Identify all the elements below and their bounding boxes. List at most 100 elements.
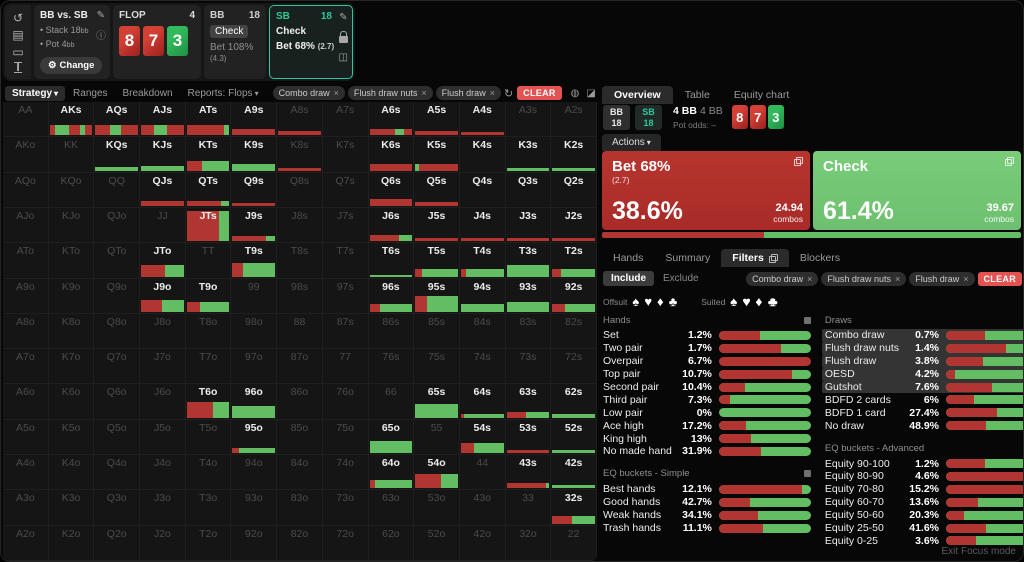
hand-cell-82s[interactable]: 82s (551, 313, 597, 350)
section-options-icon[interactable] (803, 316, 811, 324)
hand-cell-85s[interactable]: 85s (414, 313, 460, 350)
stat-row-flush-draw-nuts[interactable]: Flush draw nuts 1.4% (821, 341, 1023, 355)
stat-row-top-pair[interactable]: Top pair 10.7% (603, 368, 811, 381)
hand-cell-84o[interactable]: 84o (277, 455, 323, 491)
hand-cell-Q8o[interactable]: Q8o (94, 313, 141, 350)
hand-cell-J9o[interactable]: J9o (140, 278, 186, 314)
hand-cell-63o[interactable]: 63o (368, 490, 415, 526)
stat-row-equity-60-70[interactable]: Equity 60-70 13.6% (825, 496, 1023, 509)
hand-cell-63s[interactable]: 63s (505, 384, 552, 420)
hand-cell-ATo[interactable]: ATo (3, 243, 49, 279)
hand-cell-A4s[interactable]: A4s (459, 102, 506, 138)
hand-cell-72s[interactable]: 72s (551, 349, 597, 385)
diamond-icon[interactable]: ♦ (657, 294, 664, 309)
hand-cell-K5s[interactable]: K5s (414, 137, 460, 173)
hand-cell-K4o[interactable]: K4o (48, 455, 95, 491)
hand-cell-53s[interactable]: 53s (505, 419, 552, 456)
section-options-icon[interactable] (803, 470, 811, 478)
stat-row-gutshot[interactable]: Gutshot 7.6% (821, 380, 1023, 394)
hand-cell-96o[interactable]: 96o (231, 384, 278, 420)
hand-cell-94o[interactable]: 94o (231, 455, 278, 491)
hand-cell-AKs[interactable]: AKs (48, 102, 95, 138)
tab-table[interactable]: Table (684, 89, 710, 101)
hand-cell-T4s[interactable]: T4s (459, 243, 506, 279)
hand-cell-Q4s[interactable]: Q4s (459, 172, 506, 208)
hand-cell-Q5o[interactable]: Q5o (94, 419, 141, 456)
hand-cell-KQo[interactable]: KQo (48, 172, 95, 208)
chip-remove-icon[interactable]: × (489, 88, 495, 98)
hand-cell-K2s[interactable]: K2s (551, 137, 597, 173)
hand-cell-AKo[interactable]: AKo (3, 137, 49, 173)
edit-config-icon[interactable]: ✎ (96, 10, 105, 21)
club-icon[interactable]: ♣ (668, 294, 678, 309)
hand-cell-83s[interactable]: 83s (505, 313, 552, 350)
hand-cell-J6o[interactable]: J6o (140, 384, 186, 420)
hand-cell-65s[interactable]: 65s (414, 384, 460, 420)
hand-cell-KTo[interactable]: KTo (48, 243, 95, 279)
clear-filters-button[interactable]: CLEAR (977, 271, 1022, 286)
info-icon[interactable]: ⓘ (96, 31, 106, 42)
hand-cell-A2o[interactable]: A2o (3, 525, 49, 561)
hand-cell-J8s[interactable]: J8s (277, 207, 323, 244)
hand-cell-T6o[interactable]: T6o (185, 384, 232, 420)
hand-cell-93o[interactable]: 93o (231, 490, 278, 526)
reset-icon[interactable]: ↺ (12, 11, 24, 26)
tab-strategy[interactable]: Strategy ▾ (5, 85, 66, 101)
hand-cell-K8s[interactable]: K8s (277, 137, 323, 173)
filter-chip-combo-draw[interactable]: Combo draw × (746, 271, 819, 286)
hand-cell-A3s[interactable]: A3s (505, 102, 552, 138)
hand-cell-J2s[interactable]: J2s (551, 207, 597, 244)
hand-cell-J5s[interactable]: J5s (414, 207, 460, 244)
hand-cell-AJs[interactable]: AJs (140, 102, 186, 138)
include-toggle[interactable]: Include (603, 271, 655, 286)
chip-remove-icon[interactable]: × (894, 273, 901, 284)
save-icon[interactable]: ▤ (12, 28, 24, 43)
hand-cell-K6o[interactable]: K6o (48, 384, 95, 420)
hand-cell-T8o[interactable]: T8o (185, 313, 232, 350)
hand-cell-86o[interactable]: 86o (277, 384, 323, 420)
hand-cell-Q2s[interactable]: Q2s (551, 172, 597, 208)
hand-cell-J3o[interactable]: J3o (140, 490, 186, 526)
stat-row-equity-25-50[interactable]: Equity 25-50 41.6% (825, 522, 1023, 535)
tab-equity-chart[interactable]: Equity chart (733, 89, 790, 101)
stat-row-bdfd-2-cards[interactable]: BDFD 2 cards 6% (825, 393, 1023, 406)
hand-cell-T9o[interactable]: T9o (185, 278, 232, 314)
hand-cell-K3s[interactable]: K3s (505, 137, 552, 173)
hand-cell-Q2o[interactable]: Q2o (94, 525, 141, 561)
chip-remove-icon[interactable]: × (333, 88, 339, 98)
hand-cell-A9o[interactable]: A9o (3, 278, 49, 314)
refresh-filters-icon[interactable]: ↻ (503, 87, 514, 100)
hand-cell-66[interactable]: 66 (368, 384, 415, 420)
range-split-icon[interactable]: ◪ (586, 87, 596, 99)
compare-view-icon[interactable]: ◫ (338, 52, 348, 63)
hand-cell-K7s[interactable]: K7s (322, 137, 369, 173)
hand-cell-JTo[interactable]: JTo (140, 243, 186, 279)
hand-cell-QTo[interactable]: QTo (94, 243, 141, 279)
filter-chip-flush-draw[interactable]: Flush draw × (909, 271, 975, 286)
hand-cell-Q3s[interactable]: Q3s (505, 172, 552, 208)
hand-cell-T4o[interactable]: T4o (185, 455, 232, 491)
hand-cell-75s[interactable]: 75s (414, 349, 460, 385)
hand-cell-85o[interactable]: 85o (277, 419, 323, 456)
hand-cell-KJo[interactable]: KJo (48, 207, 95, 244)
subtab-blockers[interactable]: Blockers (799, 252, 841, 264)
stat-row-overpair[interactable]: Overpair 6.7% (603, 355, 811, 368)
hand-cell-QJs[interactable]: QJs (140, 172, 186, 208)
hand-cell-95s[interactable]: 95s (414, 278, 460, 314)
hand-cell-52o[interactable]: 52o (414, 525, 460, 561)
hand-cell-98o[interactable]: 98o (231, 313, 278, 350)
hand-cell-Q9s[interactable]: Q9s (231, 172, 278, 208)
hand-cell-K2o[interactable]: K2o (48, 525, 95, 561)
hand-cell-T6s[interactable]: T6s (368, 243, 415, 279)
subtab-filters[interactable]: Filters (721, 249, 789, 267)
hand-cell-43o[interactable]: 43o (459, 490, 506, 526)
hand-cell-A7s[interactable]: A7s (322, 102, 369, 138)
hand-cell-A8o[interactable]: A8o (3, 313, 49, 350)
hand-cell-76s[interactable]: 76s (368, 349, 415, 385)
hand-cell-A6o[interactable]: A6o (3, 384, 49, 420)
clear-filters-button[interactable]: CLEAR (517, 86, 562, 100)
hand-cell-J4s[interactable]: J4s (459, 207, 506, 244)
hand-cell-92s[interactable]: 92s (551, 278, 597, 314)
stat-row-no-draw[interactable]: No draw 48.9% (825, 419, 1023, 432)
